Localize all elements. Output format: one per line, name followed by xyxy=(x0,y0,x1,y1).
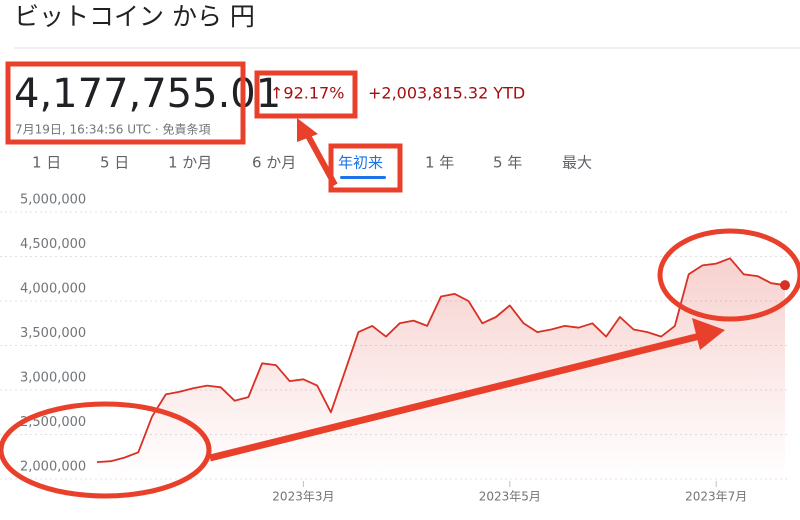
arrow-head xyxy=(297,118,318,142)
start-ellipse xyxy=(0,401,212,499)
line xyxy=(96,257,786,463)
y-tick-label: 2,500,000 xyxy=(20,415,86,430)
arrow-line xyxy=(303,130,338,187)
x-tick-label: 2023年5月 xyxy=(479,490,541,504)
tab-underline xyxy=(340,176,386,179)
tab[interactable]: 年初来 xyxy=(338,154,383,172)
arrow-line xyxy=(209,332,701,462)
title: ビットコイン から 円 xyxy=(14,2,255,31)
y-tick-label: 4,500,000 xyxy=(20,237,86,252)
end-dot xyxy=(780,280,790,291)
y-tick-label: 3,000,000 xyxy=(20,371,86,386)
chart: 2,000,000 2,500,000 3,000,000 3,500,000 4,00… xyxy=(0,193,790,504)
y-tick-label: 3,500,000 xyxy=(20,326,86,341)
y-tick-label: 5,000,000 xyxy=(20,193,86,208)
area xyxy=(97,258,785,479)
price-box xyxy=(5,61,246,145)
tab[interactable]: 1 日 xyxy=(32,154,61,172)
y-tick-label: 2,000,000 xyxy=(20,460,86,475)
x-tick-label: 2023年3月 xyxy=(272,490,334,504)
change-percent: ↑92.17% xyxy=(270,84,344,103)
change-value: +2,003,815.32 YTD xyxy=(368,84,525,103)
tab[interactable]: 6 か月 xyxy=(252,154,296,172)
annotations xyxy=(0,61,800,499)
tabs: 1 日 5 日 1 か月 6 か月 年初来 1 年 5 年 最大 xyxy=(32,154,592,179)
end-ellipse xyxy=(657,228,800,322)
tab[interactable]: 1 か月 xyxy=(168,154,212,172)
tab[interactable]: 最大 xyxy=(562,154,592,172)
y-tick-label: 4,000,000 xyxy=(20,282,86,297)
tab[interactable]: 5 日 xyxy=(100,154,129,172)
price: 4,177,755.01 xyxy=(14,71,281,117)
x-tick-label: 2023年7月 xyxy=(685,490,747,504)
change-box xyxy=(254,70,358,119)
tab[interactable]: 1 年 xyxy=(425,154,454,172)
arrow-head xyxy=(692,318,725,350)
tab-box xyxy=(328,143,403,193)
timestamp: 7月19日, 16:34:56 UTC · 免責条項 xyxy=(15,122,210,137)
tab[interactable]: 5 年 xyxy=(493,154,522,172)
